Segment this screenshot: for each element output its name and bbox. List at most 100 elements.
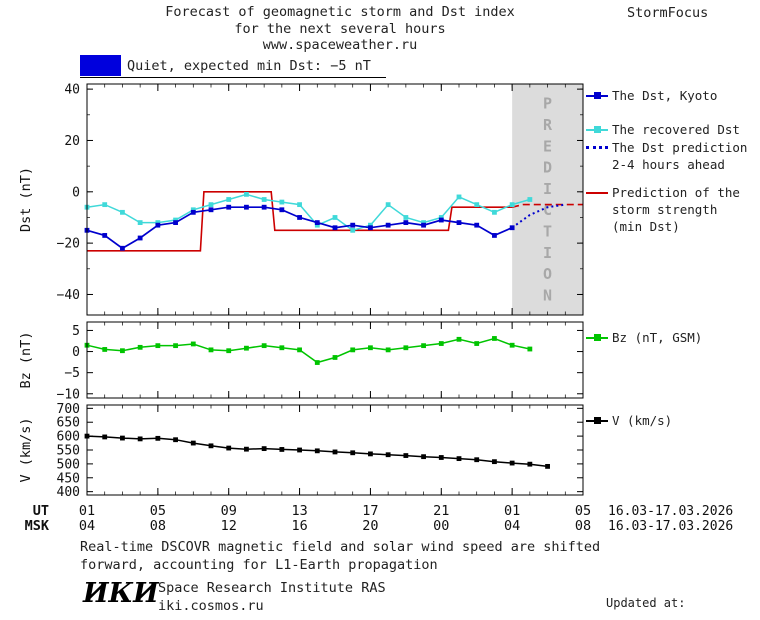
dst-kyoto-marker (155, 222, 161, 228)
msk-tick-label: 20 (362, 518, 378, 534)
bz-gsm-marker (403, 345, 409, 351)
recovered-dst-marker (261, 197, 267, 202)
institute-site: iki.cosmos.ru (158, 598, 264, 614)
recovered-dst-marker (190, 207, 196, 213)
dst-kyoto-marker (509, 225, 515, 231)
dst-chart-ylabel: Dst (nT) (18, 167, 34, 232)
solar-wind-speed-marker (261, 446, 267, 452)
legend-recovered-dst-label: The recovered Dst (612, 122, 740, 137)
legend-v-label: V (km/s) (612, 413, 673, 428)
bz-gsm-marker (297, 347, 302, 353)
bz-chart-frame (86, 321, 584, 399)
y-tick-label: 500 (57, 457, 80, 472)
recovered-dst-marker (403, 215, 409, 220)
dst-kyoto-marker (190, 209, 196, 215)
solar-wind-speed-marker (385, 452, 391, 458)
ut-tick-label: 05 (575, 503, 591, 519)
recovered-dst-marker (173, 217, 178, 223)
ut-tick-label: 05 (150, 503, 166, 519)
msk-tick-label: 04 (79, 518, 95, 534)
dst-kyoto-marker (314, 220, 320, 225)
bz-gsm-marker (527, 346, 533, 352)
status-banner: Quiet, expected min Dst: −5 nT (80, 55, 371, 76)
prediction-band-letter: D (543, 159, 552, 177)
msk-tick-label: 08 (150, 518, 166, 534)
legend-recovered-dst-marker-icon (586, 121, 608, 138)
bz-gsm-marker (261, 343, 267, 349)
dst-kyoto-marker (120, 245, 125, 251)
prediction-band-letter: C (543, 201, 552, 219)
ut-tick-label: 09 (221, 503, 237, 519)
dst-kyoto-marker (208, 207, 214, 213)
recovered-dst-marker (474, 202, 480, 208)
prediction-band-letter: E (543, 137, 552, 155)
storm-strength-prediction (87, 191, 513, 252)
institute-name: Space Research Institute RAS (158, 580, 386, 596)
ut-tick-label: 01 (79, 503, 95, 519)
prediction-band-letter: T (543, 222, 552, 240)
bz-gsm-marker (314, 360, 320, 365)
y-tick-label: 650 (57, 416, 80, 431)
dst-kyoto-marker (102, 233, 108, 238)
bz-gsm-marker (509, 342, 515, 348)
bz-gsm-marker (456, 336, 462, 342)
dst-kyoto-marker (244, 204, 249, 210)
bz-gsm-marker (279, 345, 285, 351)
bz-gsm-marker (155, 343, 161, 349)
solar-wind-speed-marker (421, 454, 426, 460)
recovered-dst-marker (120, 209, 125, 215)
page-title: Forecast of geomagnetic storm and Dst in… (90, 4, 590, 54)
bz-gsm (86, 337, 531, 364)
legend-bz-marker-icon (586, 329, 608, 346)
dst-kyoto-marker (385, 222, 391, 228)
y-tick-label: 0 (72, 185, 80, 200)
recovered-dst-marker (208, 202, 214, 208)
bz-gsm-marker (438, 341, 444, 346)
dst-kyoto-marker (261, 204, 267, 210)
dst-kyoto-marker (173, 220, 178, 225)
y-tick-label: 700 (57, 402, 80, 417)
msk-date-range: 16.03-17.03.2026 (608, 519, 733, 534)
solar-wind-speed-marker (208, 443, 214, 449)
bz-gsm-marker (492, 336, 497, 341)
y-tick-label: 400 (57, 485, 80, 500)
title-line-3: www.spaceweather.ru (262, 37, 418, 53)
recovered-dst-marker (226, 197, 232, 202)
ut-tick-label: 21 (433, 503, 449, 519)
dst-kyoto-marker (456, 220, 462, 225)
prediction-band (512, 84, 583, 315)
dst-kyoto-marker (137, 235, 143, 241)
dst-kyoto-marker (332, 225, 338, 231)
bz-gsm-marker (137, 344, 143, 350)
prediction-band-letter: O (543, 265, 552, 283)
y-tick-label: 550 (57, 444, 80, 459)
dst-prediction-dotted (511, 203, 566, 229)
ut-tick-label: 17 (362, 503, 378, 519)
y-tick-label: 600 (57, 430, 80, 445)
msk-tick-label: 00 (433, 518, 449, 534)
y-tick-label: 450 (57, 471, 80, 486)
bz-gsm-marker (120, 348, 125, 354)
dst-kyoto-marker (226, 204, 232, 210)
ut-tick-label: 13 (291, 503, 307, 519)
recovered-dst-marker (527, 197, 533, 202)
msk-tick-label: 08 (575, 518, 591, 534)
recovered-dst-marker (102, 202, 108, 208)
bz-gsm-marker (244, 345, 249, 351)
solar-wind-speed-marker (438, 455, 444, 460)
prediction-band-letter: P (543, 95, 552, 113)
prediction-band-letter: R (543, 116, 553, 134)
msk-axis-prefix: MSK (25, 518, 50, 534)
legend-dst-prediction-label: The Dst prediction 2-4 hours ahead (612, 140, 748, 172)
legend-recovered-dst: The recovered Dst (586, 121, 740, 138)
bz-gsm-marker (421, 343, 426, 349)
status-text: Quiet, expected min Dst: −5 nT (127, 57, 371, 74)
ut-date-range: 16.03-17.03.2026 (608, 504, 733, 519)
msk-tick-label: 12 (221, 518, 237, 534)
y-tick-label: −5 (64, 366, 80, 381)
dst-chart-frame (86, 83, 584, 316)
footer-note-line-2: forward, accounting for L1-Earth propaga… (80, 556, 438, 573)
dst-kyoto-marker (474, 222, 480, 228)
